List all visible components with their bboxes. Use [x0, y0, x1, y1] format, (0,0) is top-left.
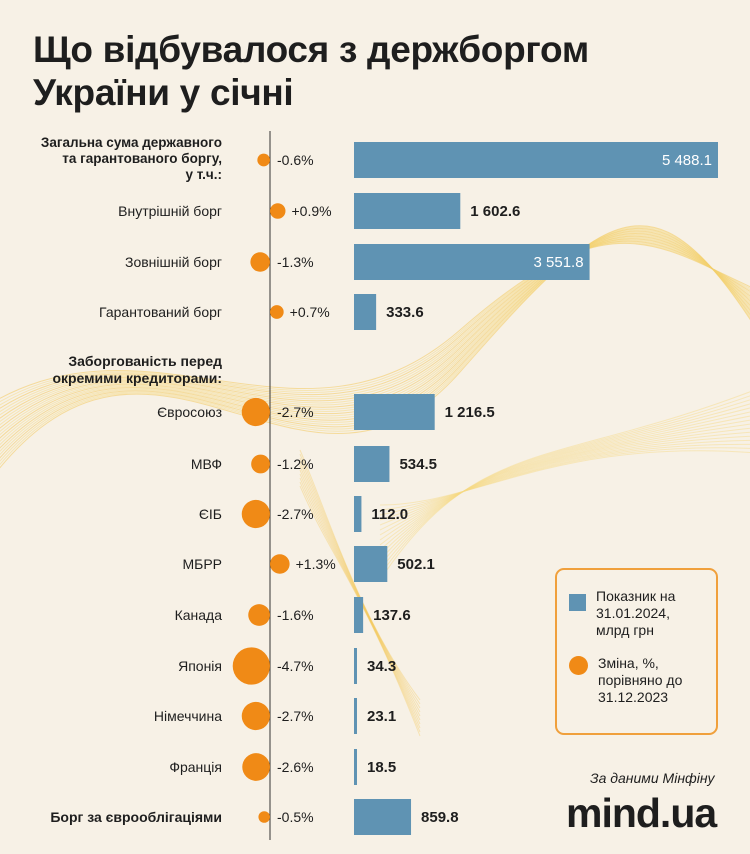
change-circle: [270, 203, 286, 219]
value-bar: [354, 142, 718, 178]
bar-swatch-icon: [569, 594, 586, 611]
category-label: ЄІБ: [199, 506, 222, 522]
change-circle: [270, 305, 284, 319]
value-bar: [354, 446, 390, 482]
value-label: 23.1: [367, 708, 396, 725]
category-label: Зовнішній борг: [125, 254, 222, 270]
value-label: 3 551.8: [534, 254, 584, 271]
category-label: Франція: [169, 759, 222, 775]
change-label: -1.6%: [277, 607, 314, 623]
value-label: 1 216.5: [445, 404, 495, 421]
category-label: Гарантований борг: [99, 304, 222, 320]
change-circle: [241, 701, 270, 731]
category-label: Загальна сума державного та гарантованого…: [41, 135, 222, 182]
change-label: +0.7%: [290, 304, 330, 320]
change-label: -0.6%: [277, 152, 314, 168]
category-label: Німеччина: [154, 708, 222, 724]
change-circle: [242, 753, 270, 781]
change-circle: [257, 153, 270, 167]
change-label: -2.7%: [277, 404, 314, 420]
value-label: 18.5: [367, 759, 396, 776]
value-bar: [354, 698, 357, 734]
change-circle: [241, 499, 270, 529]
page-title: Що відбувалося з держборгом України у сі…: [33, 28, 589, 114]
legend-item-change: Зміна, %, порівняно до 31.12.2023: [569, 655, 708, 706]
change-label: -4.7%: [277, 658, 314, 674]
value-bar: [354, 546, 388, 582]
category-label: Японія: [178, 658, 222, 674]
group-header-label: Заборгованість перед окремими кредиторами…: [52, 353, 222, 386]
value-label: 333.6: [386, 304, 424, 321]
value-label: 112.0: [371, 506, 408, 523]
value-label: 137.6: [373, 607, 411, 624]
circle-swatch-icon: [569, 656, 588, 675]
category-label: МВФ: [191, 456, 222, 472]
change-label: -2.7%: [277, 708, 314, 724]
value-label: 34.3: [367, 658, 396, 675]
value-bar: [354, 294, 377, 330]
change-circle: [258, 811, 270, 823]
value-bar: [354, 799, 412, 835]
title-line-1: Що відбувалося з держборгом: [33, 29, 589, 70]
change-label: +0.9%: [292, 203, 332, 219]
value-bar: [354, 749, 357, 785]
category-label: Борг за єврооблігаціями: [50, 809, 222, 825]
value-bar: [354, 597, 364, 633]
value-label: 1 602.6: [470, 203, 520, 220]
change-label: -2.7%: [277, 506, 314, 522]
source-note: За даними Мінфіну: [590, 770, 715, 786]
change-label: -1.2%: [277, 456, 314, 472]
value-label: 502.1: [397, 556, 435, 573]
change-circle: [241, 397, 270, 427]
value-label: 5 488.1: [662, 152, 712, 169]
value-label: 859.8: [421, 809, 459, 826]
change-circle: [248, 604, 270, 626]
legend: Показник на 31.01.2024, млрд грн Зміна, …: [555, 568, 718, 735]
category-label: МБРР: [182, 556, 222, 572]
category-label: Канада: [175, 607, 223, 623]
value-bar: [354, 193, 461, 229]
category-label: Внутрішній борг: [118, 203, 222, 219]
change-circle: [270, 554, 290, 574]
value-bar: [354, 496, 362, 532]
change-circle: [251, 454, 270, 474]
change-label: -1.3%: [277, 254, 314, 270]
legend-change-label: Зміна, %, порівняно до 31.12.2023: [598, 655, 683, 705]
change-circle: [250, 252, 270, 272]
change-label: -2.6%: [277, 759, 314, 775]
title-line-2: України у січні: [33, 72, 294, 113]
change-label: -0.5%: [277, 809, 314, 825]
legend-value-label: Показник на 31.01.2024, млрд грн: [596, 588, 676, 638]
brand-logo: mind.ua: [566, 790, 717, 836]
value-label: 534.5: [399, 456, 437, 473]
value-bar: [354, 648, 357, 684]
value-bar: [354, 244, 590, 280]
change-circle: [232, 647, 270, 685]
category-label: Євросоюз: [157, 404, 222, 420]
value-bar: [354, 394, 435, 430]
change-label: +1.3%: [296, 556, 336, 572]
legend-item-value: Показник на 31.01.2024, млрд грн: [569, 588, 706, 639]
